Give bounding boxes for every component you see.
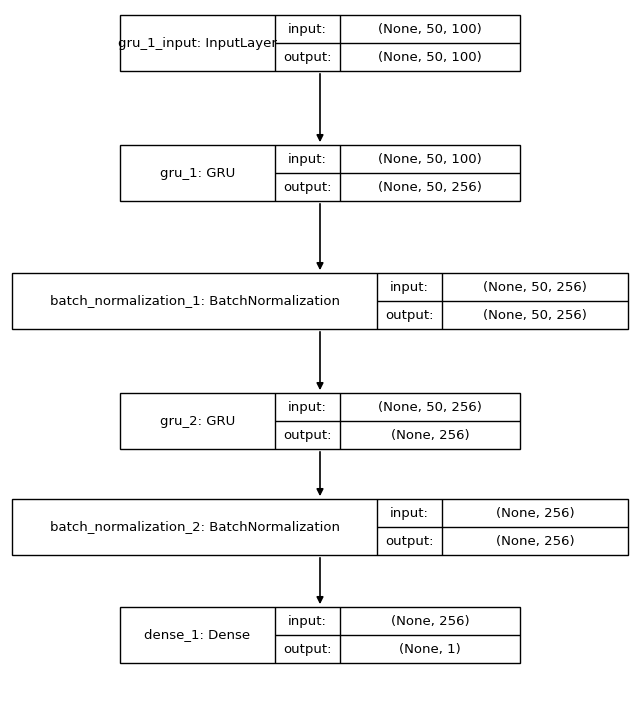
Text: input:: input: bbox=[288, 152, 327, 165]
Text: (None, 50, 256): (None, 50, 256) bbox=[378, 400, 482, 414]
Text: (None, 256): (None, 256) bbox=[390, 614, 469, 627]
Text: input:: input: bbox=[288, 400, 327, 414]
Bar bbox=[120, 15, 520, 71]
Text: (None, 50, 256): (None, 50, 256) bbox=[378, 181, 482, 194]
Text: output:: output: bbox=[284, 642, 332, 656]
Text: (None, 50, 100): (None, 50, 100) bbox=[378, 23, 482, 36]
Text: input:: input: bbox=[288, 614, 327, 627]
Bar bbox=[120, 145, 520, 201]
Text: output:: output: bbox=[284, 181, 332, 194]
Text: input:: input: bbox=[390, 281, 429, 293]
Text: (None, 50, 100): (None, 50, 100) bbox=[378, 152, 482, 165]
Text: input:: input: bbox=[288, 23, 327, 36]
Text: batch_normalization_2: BatchNormalization: batch_normalization_2: BatchNormalizatio… bbox=[49, 520, 339, 533]
Text: output:: output: bbox=[385, 535, 434, 548]
Text: dense_1: Dense: dense_1: Dense bbox=[145, 629, 251, 642]
Bar bbox=[12, 273, 628, 329]
Text: output:: output: bbox=[284, 51, 332, 63]
Bar bbox=[120, 607, 520, 663]
Text: gru_2: GRU: gru_2: GRU bbox=[160, 414, 235, 427]
Text: (None, 50, 256): (None, 50, 256) bbox=[483, 281, 587, 293]
Text: (None, 50, 256): (None, 50, 256) bbox=[483, 308, 587, 322]
Text: (None, 1): (None, 1) bbox=[399, 642, 461, 656]
Text: output:: output: bbox=[284, 429, 332, 441]
Text: (None, 256): (None, 256) bbox=[496, 506, 574, 520]
Text: (None, 50, 100): (None, 50, 100) bbox=[378, 51, 482, 63]
Text: batch_normalization_1: BatchNormalization: batch_normalization_1: BatchNormalizatio… bbox=[49, 295, 339, 308]
Text: output:: output: bbox=[385, 308, 434, 322]
Text: gru_1_input: InputLayer: gru_1_input: InputLayer bbox=[118, 36, 277, 50]
Bar bbox=[120, 393, 520, 449]
Text: (None, 256): (None, 256) bbox=[496, 535, 574, 548]
Bar bbox=[12, 499, 628, 555]
Text: gru_1: GRU: gru_1: GRU bbox=[160, 167, 235, 179]
Text: (None, 256): (None, 256) bbox=[390, 429, 469, 441]
Text: input:: input: bbox=[390, 506, 429, 520]
